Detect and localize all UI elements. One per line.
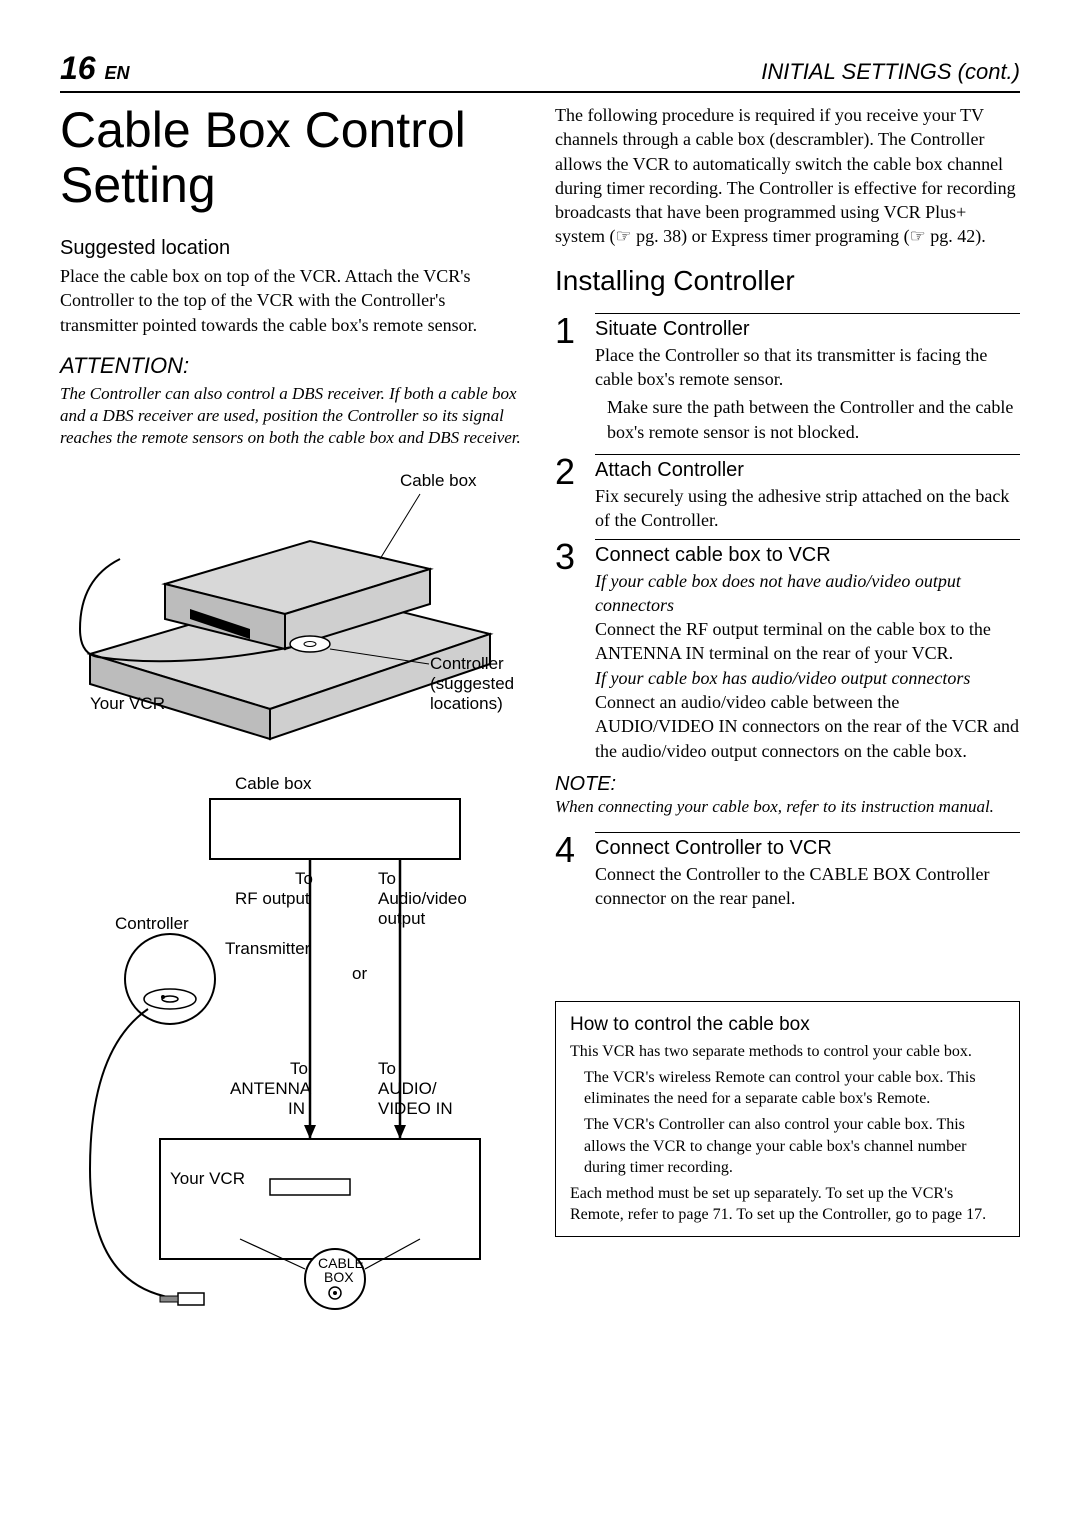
info-box: How to control the cable box This VCR ha…: [555, 1001, 1020, 1237]
d2-to-audio: To: [378, 1059, 396, 1079]
page-num-value: 16: [60, 50, 96, 86]
step-1-num: 1: [555, 313, 581, 448]
note-label: NOTE:: [555, 773, 1020, 796]
step-3-body2: Connect an audio/video cable between the…: [595, 690, 1020, 763]
d2-transmitter: Transmitter: [225, 939, 310, 959]
diagram-connections: Cable box To RF output To Audio/video ou…: [60, 769, 525, 1329]
section-title-header: INITIAL SETTINGS (cont.): [761, 59, 1020, 85]
d2-av-output2: output: [378, 909, 425, 929]
d2-or: or: [352, 964, 367, 984]
d2-av-output: Audio/video: [378, 889, 467, 909]
page-title: Cable Box Control Setting: [60, 103, 525, 213]
d1-vcr-label: Your VCR: [90, 694, 165, 714]
d2-antenna: ANTENNA: [230, 1079, 311, 1099]
install-title: Installing Controller: [555, 265, 1020, 297]
step-4-num: 4: [555, 832, 581, 911]
d2-to-rf: To: [295, 869, 313, 889]
step-3-num: 3: [555, 539, 581, 763]
step-1: 1 Situate Controller Place the Controlle…: [555, 313, 1020, 448]
step-4: 4 Connect Controller to VCR Connect the …: [555, 832, 1020, 911]
d2-antenna2: IN: [288, 1099, 305, 1119]
page-number: 16 EN: [60, 50, 130, 87]
diagram-setup: Cable box Controller (suggested location…: [60, 459, 525, 749]
d2-cablebox: Cable box: [235, 774, 312, 794]
infobox-item1: The VCR's wireless Remote can control yo…: [584, 1067, 1005, 1110]
suggested-body: Place the cable box on top of the VCR. A…: [60, 264, 525, 337]
step-2-heading: Attach Controller: [595, 459, 1020, 482]
note-body: When connecting your cable box, refer to…: [555, 796, 1020, 818]
left-column: Cable Box Control Setting Suggested loca…: [60, 103, 525, 1349]
d2-audio2: VIDEO IN: [378, 1099, 453, 1119]
step-4-body: Connect the Controller to the CABLE BOX …: [595, 862, 1020, 911]
d1-locations-label: locations): [430, 694, 503, 714]
d2-cableport2: BOX: [324, 1269, 354, 1286]
page-header: 16 EN INITIAL SETTINGS (cont.): [60, 50, 1020, 93]
attention-label: ATTENTION:: [60, 353, 525, 379]
step-4-heading: Connect Controller to VCR: [595, 837, 1020, 860]
step-2-num: 2: [555, 454, 581, 533]
step-1-bullet: Make sure the path between the Controlle…: [607, 395, 1020, 444]
attention-body: The Controller can also control a DBS re…: [60, 383, 525, 449]
infobox-title: How to control the cable box: [570, 1012, 1005, 1038]
intro-paragraph: The following procedure is required if y…: [555, 103, 1020, 249]
d2-to-av: To: [378, 869, 396, 889]
infobox-intro: This VCR has two separate methods to con…: [570, 1041, 1005, 1063]
page-lang: EN: [104, 63, 129, 83]
infobox-item2: The VCR's Controller can also control yo…: [584, 1114, 1005, 1179]
step-3-italic2: If your cable box has audio/video output…: [595, 666, 1020, 690]
step-3-heading: Connect cable box to VCR: [595, 544, 1020, 567]
step-1-body: Place the Controller so that its transmi…: [595, 343, 1020, 392]
infobox-outro: Each method must be set up separately. T…: [570, 1183, 1005, 1226]
d2-vcr: Your VCR: [170, 1169, 245, 1189]
step-2-body: Fix securely using the adhesive strip at…: [595, 484, 1020, 533]
step-3-italic1: If your cable box does not have audio/vi…: [595, 569, 1020, 618]
d2-rf-output: RF output: [235, 889, 310, 909]
right-column: The following procedure is required if y…: [555, 103, 1020, 1349]
suggested-heading: Suggested location: [60, 237, 525, 260]
d1-cablebox-label: Cable box: [400, 471, 477, 491]
step-1-heading: Situate Controller: [595, 318, 1020, 341]
d2-controller: Controller: [115, 914, 189, 934]
step-2: 2 Attach Controller Fix securely using t…: [555, 454, 1020, 533]
d2-to-ant: To: [290, 1059, 308, 1079]
diagram-connections-svg: [60, 769, 520, 1329]
d2-audio: AUDIO/: [378, 1079, 437, 1099]
step-3: 3 Connect cable box to VCR If your cable…: [555, 539, 1020, 763]
d1-suggested-label: (suggested: [430, 674, 514, 694]
d1-controller-label: Controller: [430, 654, 504, 674]
step-3-body1: Connect the RF output terminal on the ca…: [595, 617, 1020, 666]
